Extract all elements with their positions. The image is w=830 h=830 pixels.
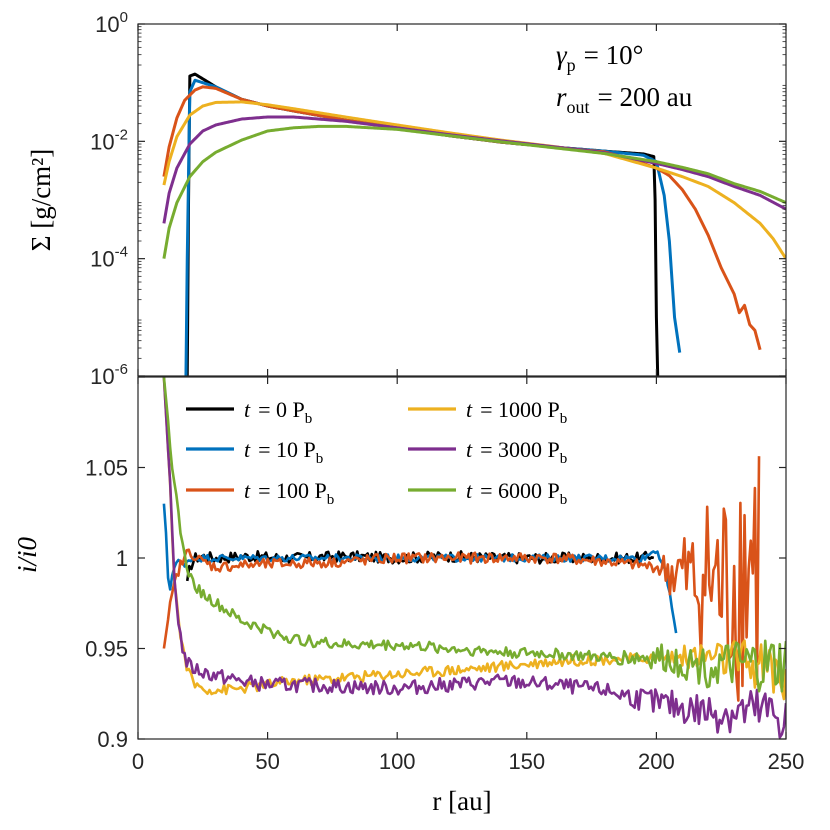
- legend-label-5: t = 6000 Pb: [466, 478, 567, 508]
- bottom-y-ticks: 0.9 0.95 1 1.05: [85, 376, 786, 752]
- top-y-tick-label-3: 10-6: [90, 361, 128, 389]
- bottom-y-tick-label-0: 0.9: [97, 727, 128, 752]
- bottom-series-line-4: [162, 377, 786, 739]
- legend-label-4: t = 100 Pb: [244, 478, 334, 508]
- top-y-ticks: 100 10-2 10-4 10-6: [90, 9, 787, 389]
- legend-label-0: t = 0 Pb: [244, 397, 312, 427]
- top-series-line-5: [162, 124, 786, 259]
- x-tick-label-5: 250: [768, 749, 805, 774]
- top-annotation-gamma: γp = 10°: [556, 40, 643, 75]
- legend-label-3: t = 3000 Pb: [466, 437, 567, 467]
- x-tick-label-4: 200: [638, 749, 675, 774]
- x-tick-label-2: 100: [379, 749, 416, 774]
- bottom-y-tick-label-3: 1.05: [85, 456, 128, 481]
- legend: t = 0 Pb t = 1000 Pb t = 10 Pb t = 3000 Pb t = 10…: [186, 397, 567, 508]
- bottom-y-axis-label: i/i0: [12, 537, 42, 574]
- x-tick-label-3: 150: [508, 749, 545, 774]
- top-panel: 100 10-2 10-4 10-6 γp = 10° rout = 200 au Σ […: [26, 9, 787, 389]
- x-axis-label: r [au]: [432, 786, 491, 816]
- bottom-panel: 0.9 0.95 1 1.05 0 50 100 150 200 250 t = 0 Pb t = 1…: [12, 376, 804, 816]
- bottom-y-tick-label-2: 1: [116, 546, 128, 571]
- x-tick-label-0: 0: [132, 749, 144, 774]
- legend-label-2: t = 10 Pb: [244, 437, 323, 467]
- bottom-x-ticks: 0 50 100 150 200 250: [132, 377, 804, 774]
- bottom-series-line-5: [162, 377, 786, 693]
- top-y-tick-label-1: 10-2: [90, 126, 128, 154]
- bottom-y-tick-label-1: 0.95: [85, 637, 128, 662]
- legend-label-1: t = 1000 Pb: [466, 397, 567, 427]
- bottom-axes-box: [137, 376, 787, 740]
- top-series-group: [162, 72, 786, 376]
- bottom-series-group: [162, 377, 786, 739]
- x-tick-label-1: 50: [255, 749, 279, 774]
- bottom-series-line-2: [162, 456, 761, 702]
- top-y-axis-label: Σ [g/cm²]: [26, 149, 56, 252]
- top-y-tick-label-0: 100: [95, 9, 128, 37]
- top-annotation-rout: rout = 200 au: [556, 82, 693, 117]
- top-plot-area: [138, 24, 786, 376]
- top-axes-box: [137, 23, 787, 377]
- top-y-tick-label-2: 10-4: [90, 244, 128, 272]
